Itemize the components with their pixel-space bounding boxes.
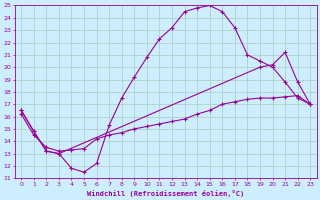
X-axis label: Windchill (Refroidissement éolien,°C): Windchill (Refroidissement éolien,°C) xyxy=(87,190,244,197)
